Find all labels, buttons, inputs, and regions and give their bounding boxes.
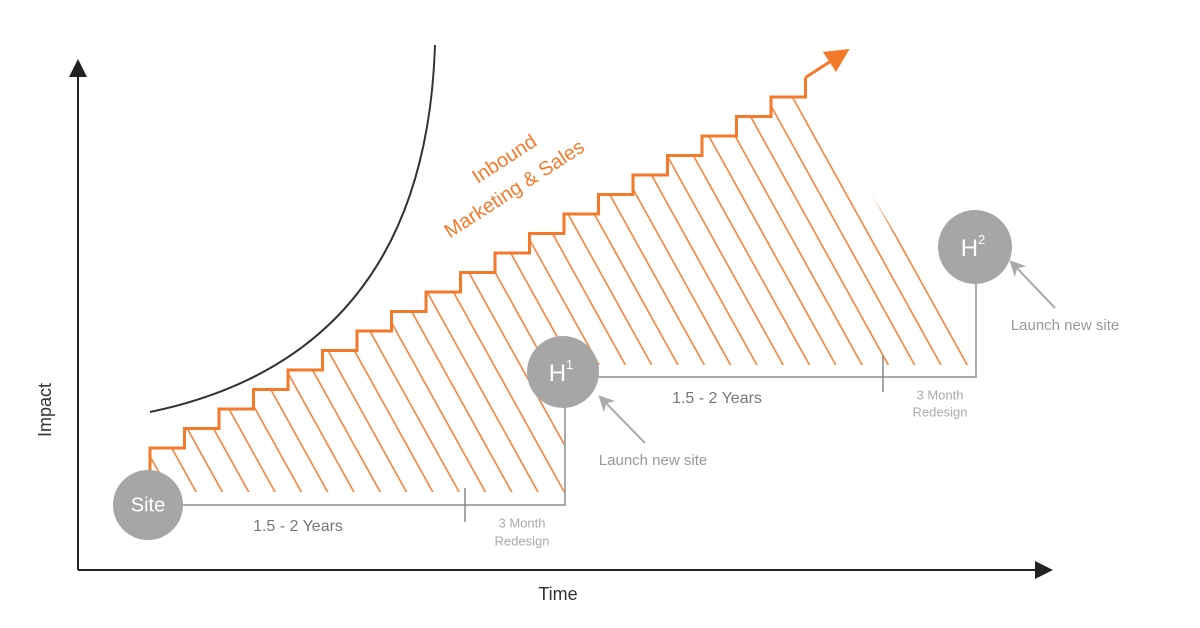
node-label: H1 <box>549 357 574 387</box>
node-superscript: 1 <box>566 357 573 372</box>
node-letter: H <box>549 360 566 387</box>
duration-label: 1.5 - 2 Years <box>253 518 343 535</box>
redesign-label: Redesign <box>913 404 968 419</box>
timeline <box>598 282 977 378</box>
curve <box>149 44 436 413</box>
node-label: H2 <box>961 232 986 262</box>
node <box>113 470 183 540</box>
redesign-label: 3 Month <box>499 515 546 530</box>
node <box>527 336 599 408</box>
launch-arrow <box>598 395 646 444</box>
node-letter: H <box>961 235 978 262</box>
node-superscript: 2 <box>978 232 985 247</box>
timeline <box>183 405 566 506</box>
staircase-arrow <box>804 48 850 79</box>
y-axis-label: Impact <box>35 383 55 437</box>
staircase <box>148 77 807 470</box>
duration-label: 1.5 - 2 Years <box>672 390 762 407</box>
launch-arrow <box>1009 260 1056 309</box>
launch-label: Launch new site <box>599 452 707 469</box>
launch-label: Launch new site <box>1011 317 1119 334</box>
redesign-label: 3 Month <box>917 387 964 402</box>
node <box>938 210 1012 284</box>
node-label: Site <box>131 494 165 516</box>
redesign-label: Redesign <box>495 533 550 548</box>
hatch-area <box>150 77 975 492</box>
x-axis-label: Time <box>538 584 577 604</box>
